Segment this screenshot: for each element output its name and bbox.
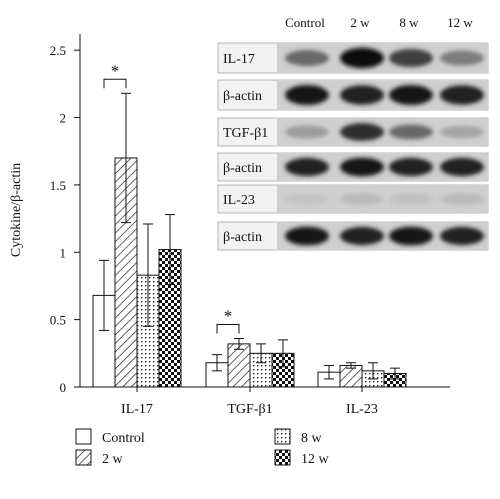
significance-markers: ** — [103, 61, 240, 334]
blot-band — [440, 193, 484, 205]
y-ticks: 0 0.5 1 1.5 2 2.5 — [50, 43, 80, 395]
blot-band — [340, 226, 384, 246]
blot-row: β-actin — [217, 152, 489, 182]
error-bars — [99, 92, 400, 380]
bar-2w — [227, 343, 251, 388]
bar-2w — [339, 364, 363, 388]
significance-star: * — [224, 306, 233, 325]
blot-band — [340, 193, 384, 205]
x-tick-label: IL-23 — [346, 402, 378, 417]
blot-band — [389, 49, 433, 67]
blot-band — [440, 226, 484, 246]
blot-band — [340, 123, 384, 141]
blot-band — [389, 85, 433, 105]
legend-swatch — [274, 428, 291, 445]
y-tick-label: 0 — [60, 380, 67, 395]
blot-band — [440, 85, 484, 105]
x-tick-label: TGF-β1 — [227, 402, 272, 417]
blot-row: IL-23 — [217, 184, 489, 214]
y-axis-label: Cytokine/β-actin — [9, 163, 24, 257]
blot-column-label: 8 w — [399, 15, 419, 30]
blot-row-label: TGF-β1 — [223, 126, 268, 141]
blot-band — [285, 226, 329, 246]
blot-row: β-actin — [217, 79, 489, 111]
blot-band — [285, 125, 329, 139]
y-tick-label: 0.5 — [50, 313, 66, 328]
blot-column-label: 12 w — [447, 15, 473, 30]
blot-row-label: β-actin — [223, 89, 262, 104]
legend-swatch — [75, 428, 92, 445]
blot-column-label: 2 w — [350, 15, 370, 30]
y-tick-label: 1.5 — [50, 178, 66, 193]
y-tick-label: 2.5 — [50, 43, 66, 58]
significance-star: * — [111, 61, 120, 80]
blot-band — [389, 226, 433, 246]
blot-band — [285, 193, 329, 205]
blot-row: TGF-β1 — [217, 117, 489, 147]
legend-label: 12 w — [301, 452, 330, 467]
blot-band — [285, 49, 329, 67]
x-tick-labels: IL-17 TGF-β1 IL-23 — [121, 387, 378, 417]
blot-band — [340, 157, 384, 177]
blot-band — [440, 125, 484, 139]
legend: Control 2 w 8 w 12 w — [75, 428, 330, 467]
blot-row-label: IL-23 — [223, 193, 255, 208]
blot-row: IL-17 — [217, 42, 489, 74]
blot-column-label: Control — [285, 15, 325, 30]
significance-bracket — [216, 323, 240, 334]
legend-swatch — [75, 449, 92, 466]
blot-row-label: β-actin — [223, 230, 262, 245]
bars — [92, 157, 407, 388]
blot-row: β-actin — [217, 221, 489, 251]
blot-row-label: IL-17 — [223, 52, 255, 67]
western-blot-inset: Control 2 w 8 w 12 w IL-17 β-actin TGF-β1 β-act… — [217, 15, 489, 251]
blot-band — [389, 124, 433, 140]
legend-swatch — [274, 449, 291, 466]
blot-band — [440, 157, 484, 177]
legend-label: 2 w — [102, 452, 124, 467]
legend-label: 8 w — [301, 431, 323, 446]
blot-row-label: β-actin — [223, 161, 262, 176]
legend-label: Control — [102, 431, 145, 446]
y-tick-label: 1 — [60, 245, 67, 260]
blot-band — [389, 157, 433, 177]
blot-band — [440, 50, 484, 66]
x-tick-label: IL-17 — [121, 402, 153, 417]
blot-band — [285, 85, 329, 105]
blot-band — [340, 47, 384, 69]
y-tick-label: 2 — [60, 111, 67, 126]
blot-band — [340, 85, 384, 105]
blot-band — [285, 157, 329, 177]
significance-bracket — [103, 78, 127, 89]
blot-band — [389, 193, 433, 205]
